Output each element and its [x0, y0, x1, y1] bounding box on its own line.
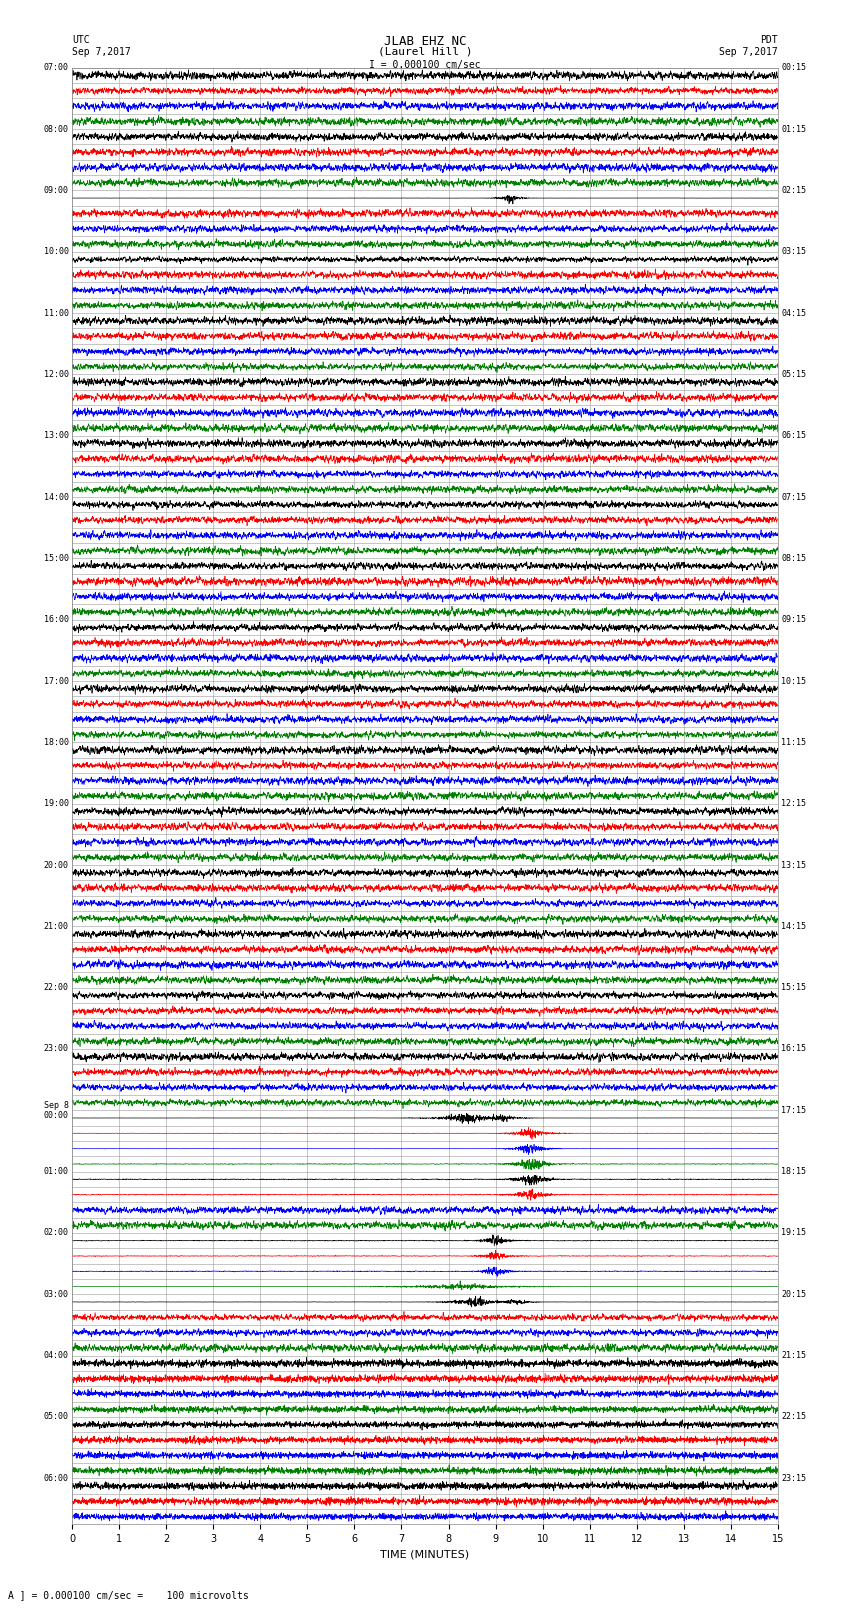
Text: 15:15: 15:15 [781, 984, 807, 992]
Text: 10:15: 10:15 [781, 676, 807, 686]
Text: 14:00: 14:00 [43, 492, 69, 502]
Text: 17:00: 17:00 [43, 676, 69, 686]
Text: 13:00: 13:00 [43, 431, 69, 440]
Text: 09:00: 09:00 [43, 185, 69, 195]
Text: UTC: UTC [72, 35, 90, 45]
Text: 08:00: 08:00 [43, 124, 69, 134]
Text: 13:15: 13:15 [781, 860, 807, 869]
Text: 22:15: 22:15 [781, 1413, 807, 1421]
Text: 16:15: 16:15 [781, 1045, 807, 1053]
Text: 21:00: 21:00 [43, 923, 69, 931]
Text: 10:00: 10:00 [43, 247, 69, 256]
Text: 15:00: 15:00 [43, 553, 69, 563]
Text: 19:15: 19:15 [781, 1229, 807, 1237]
Text: 22:00: 22:00 [43, 984, 69, 992]
X-axis label: TIME (MINUTES): TIME (MINUTES) [381, 1550, 469, 1560]
Text: 06:00: 06:00 [43, 1474, 69, 1482]
Text: 12:00: 12:00 [43, 369, 69, 379]
Text: 23:00: 23:00 [43, 1045, 69, 1053]
Text: 16:00: 16:00 [43, 615, 69, 624]
Text: 21:15: 21:15 [781, 1352, 807, 1360]
Text: 18:00: 18:00 [43, 737, 69, 747]
Text: 02:00: 02:00 [43, 1229, 69, 1237]
Text: 08:15: 08:15 [781, 553, 807, 563]
Text: 11:00: 11:00 [43, 308, 69, 318]
Text: 04:15: 04:15 [781, 308, 807, 318]
Text: 18:15: 18:15 [781, 1168, 807, 1176]
Text: 01:00: 01:00 [43, 1168, 69, 1176]
Text: 11:15: 11:15 [781, 737, 807, 747]
Text: 07:15: 07:15 [781, 492, 807, 502]
Text: 00:15: 00:15 [781, 63, 807, 73]
Text: 19:00: 19:00 [43, 798, 69, 808]
Text: A ] = 0.000100 cm/sec =    100 microvolts: A ] = 0.000100 cm/sec = 100 microvolts [8, 1590, 249, 1600]
Text: 05:15: 05:15 [781, 369, 807, 379]
Text: JLAB EHZ NC: JLAB EHZ NC [383, 35, 467, 48]
Text: 14:15: 14:15 [781, 923, 807, 931]
Text: 20:15: 20:15 [781, 1290, 807, 1298]
Text: PDT: PDT [760, 35, 778, 45]
Text: (Laurel Hill ): (Laurel Hill ) [377, 47, 473, 56]
Text: 09:15: 09:15 [781, 615, 807, 624]
Text: 02:15: 02:15 [781, 185, 807, 195]
Text: I = 0.000100 cm/sec: I = 0.000100 cm/sec [369, 60, 481, 69]
Text: 05:00: 05:00 [43, 1413, 69, 1421]
Text: 01:15: 01:15 [781, 124, 807, 134]
Text: 23:15: 23:15 [781, 1474, 807, 1482]
Text: 03:00: 03:00 [43, 1290, 69, 1298]
Text: 04:00: 04:00 [43, 1352, 69, 1360]
Text: Sep 8
00:00: Sep 8 00:00 [43, 1100, 69, 1119]
Text: 12:15: 12:15 [781, 798, 807, 808]
Text: 03:15: 03:15 [781, 247, 807, 256]
Text: 07:00: 07:00 [43, 63, 69, 73]
Text: 17:15: 17:15 [781, 1107, 807, 1115]
Text: 06:15: 06:15 [781, 431, 807, 440]
Text: Sep 7,2017: Sep 7,2017 [72, 47, 131, 56]
Text: 20:00: 20:00 [43, 860, 69, 869]
Text: Sep 7,2017: Sep 7,2017 [719, 47, 778, 56]
